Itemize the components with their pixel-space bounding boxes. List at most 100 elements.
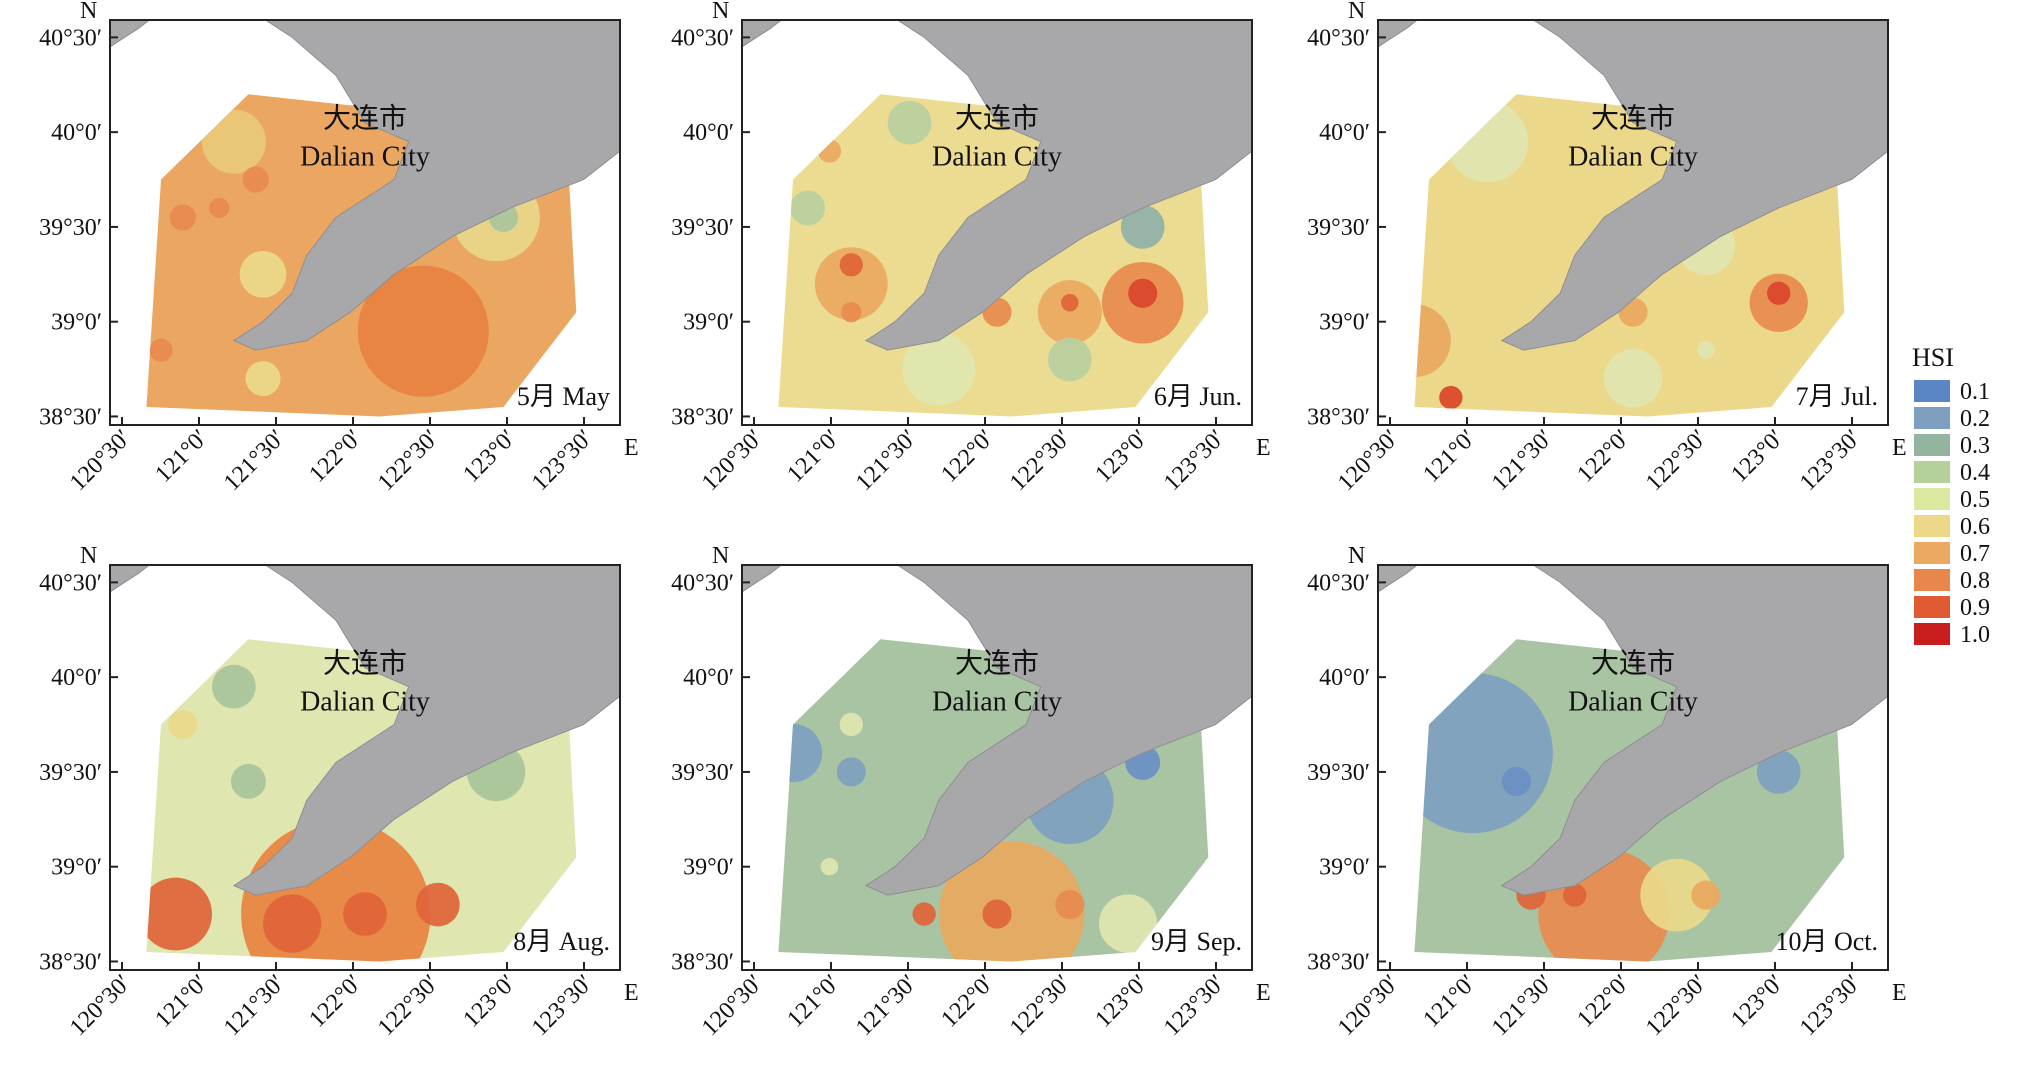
hsi-contour-4 xyxy=(416,882,460,927)
legend-swatch xyxy=(1914,596,1950,618)
lon-tick-label: 121°0′ xyxy=(782,425,845,488)
lat-tick-label: 39°30′ xyxy=(39,760,102,786)
panel-frame xyxy=(741,19,1253,426)
hsi-contour-1 xyxy=(1501,766,1531,796)
hsi-contour-1 xyxy=(146,877,212,951)
lat-tick-label: 40°30′ xyxy=(1307,570,1370,596)
lon-tick-label: 122°0′ xyxy=(304,970,367,1033)
city-label-en: Dalian City xyxy=(300,687,430,718)
land-northwest xyxy=(110,20,151,48)
lon-tick-label: 122°30′ xyxy=(1005,970,1076,1041)
land-dalian xyxy=(232,565,620,896)
north-label: N xyxy=(1348,543,1365,569)
lon-tick-label: 122°30′ xyxy=(1641,970,1712,1041)
land-northwest xyxy=(1378,565,1419,593)
lon-tick-label: 120°30′ xyxy=(697,425,768,496)
east-label: E xyxy=(624,980,639,1006)
hsi-contour-0 xyxy=(1414,672,1553,834)
lat-tick-label: 39°0′ xyxy=(51,855,102,881)
panel-frame xyxy=(1377,564,1889,971)
lat-tick-label: 39°30′ xyxy=(1307,215,1370,241)
hsi-contour-2 xyxy=(263,894,322,953)
lon-tick-label: 121°30′ xyxy=(219,425,290,496)
legend-value: 0.9 xyxy=(1960,595,1990,621)
north-label: N xyxy=(80,0,97,24)
lat-tick-label: 39°30′ xyxy=(39,215,102,241)
city-label-en: Dalian City xyxy=(932,142,1062,173)
lat-tick-label: 39°30′ xyxy=(1307,760,1370,786)
legend-swatch xyxy=(1914,380,1950,402)
hsi-contour-6 xyxy=(1691,880,1721,910)
lon-tick-label: 122°0′ xyxy=(936,970,999,1033)
lon-tick-label: 121°0′ xyxy=(782,970,845,1033)
legend-swatch xyxy=(1914,515,1950,537)
legend-items: 0.10.20.30.40.50.60.70.80.91.0 xyxy=(1914,379,1990,648)
east-label: E xyxy=(1256,435,1271,461)
hsi-contour-6 xyxy=(1037,280,1102,345)
lat-tick-label: 39°0′ xyxy=(683,855,734,881)
lat-tick-label: 38°30′ xyxy=(39,949,102,975)
hsi-contour-9 xyxy=(1128,278,1158,308)
hsi-contour-9 xyxy=(820,857,839,876)
lat-tick-label: 40°30′ xyxy=(1307,25,1370,51)
lon-tick-label: 123°30′ xyxy=(1795,970,1866,1041)
lon-tick-label: 122°30′ xyxy=(1005,425,1076,496)
lat-tick-label: 39°30′ xyxy=(671,215,734,241)
lon-tick-label: 121°30′ xyxy=(219,970,290,1041)
hsi-contour-6 xyxy=(1603,349,1663,408)
hsi-contour-8 xyxy=(168,709,198,740)
hsi-contour-0 xyxy=(1446,100,1529,183)
hsi-contour-2 xyxy=(1439,385,1463,410)
legend-value: 0.5 xyxy=(1960,487,1990,513)
city-label-cn: 大连市 xyxy=(1591,648,1675,680)
panel-frame xyxy=(109,564,621,971)
month-label: 5月 May xyxy=(517,382,610,411)
map-panel-may: 大连市 Dalian City 5月 May N E 40°30′ 40°0′ 39°30′ 3… xyxy=(39,0,639,496)
land-dalian xyxy=(1500,565,1888,896)
hsi-contour-0 xyxy=(814,247,888,321)
city-label-en: Dalian City xyxy=(1568,687,1698,718)
lat-tick-label: 39°30′ xyxy=(671,760,734,786)
legend-value: 0.6 xyxy=(1960,514,1990,540)
lat-tick-label: 40°30′ xyxy=(671,570,734,596)
lon-tick-label: 120°30′ xyxy=(65,425,136,496)
hsi-contour-4 xyxy=(1563,883,1587,907)
hsi-contour-5 xyxy=(149,338,173,362)
lon-tick-label: 121°30′ xyxy=(851,970,922,1041)
hsi-contour-9 xyxy=(245,361,281,397)
lon-tick-label: 123°0′ xyxy=(1726,970,1789,1033)
lon-tick-label: 120°30′ xyxy=(1333,425,1404,496)
lon-tick-label: 122°0′ xyxy=(1572,425,1635,488)
lat-tick-label: 38°30′ xyxy=(671,949,734,975)
hsi-contour-2 xyxy=(912,902,936,926)
lon-tick-label: 122°30′ xyxy=(373,425,444,496)
legend-swatch xyxy=(1914,542,1950,564)
hsi-contour-2 xyxy=(841,302,862,323)
north-label: N xyxy=(712,0,729,24)
lat-tick-label: 40°0′ xyxy=(1319,665,1370,691)
legend-value: 0.1 xyxy=(1960,379,1990,405)
lon-tick-label: 123°30′ xyxy=(527,425,598,496)
lon-tick-label: 121°30′ xyxy=(851,425,922,496)
hsi-contour-3 xyxy=(817,139,842,163)
lat-tick-label: 40°0′ xyxy=(51,665,102,691)
land-dalian xyxy=(864,20,1252,351)
hsi-contour-7 xyxy=(1756,750,1801,794)
east-label: E xyxy=(1892,980,1907,1006)
panel-frame xyxy=(109,19,621,426)
month-label: 9月 Sep. xyxy=(1151,927,1242,956)
hsi-contour-3 xyxy=(1055,890,1085,920)
hsi-contour-1 xyxy=(242,166,269,193)
legend-value: 1.0 xyxy=(1960,622,1990,648)
lat-tick-label: 40°0′ xyxy=(683,665,734,691)
lon-tick-label: 123°0′ xyxy=(1090,425,1153,488)
hsi-contour-7 xyxy=(1061,293,1079,312)
hsi-contour-1 xyxy=(982,899,1012,929)
hsi-contour-5 xyxy=(1640,858,1714,932)
legend-swatch xyxy=(1914,461,1950,483)
east-label: E xyxy=(624,435,639,461)
map-panel-oct: 大连市 Dalian City 10月 Oct. N E 40°30′ 40°0′ 39°30… xyxy=(1307,543,1907,1041)
land-northwest xyxy=(742,20,783,48)
lon-tick-label: 123°30′ xyxy=(527,970,598,1041)
